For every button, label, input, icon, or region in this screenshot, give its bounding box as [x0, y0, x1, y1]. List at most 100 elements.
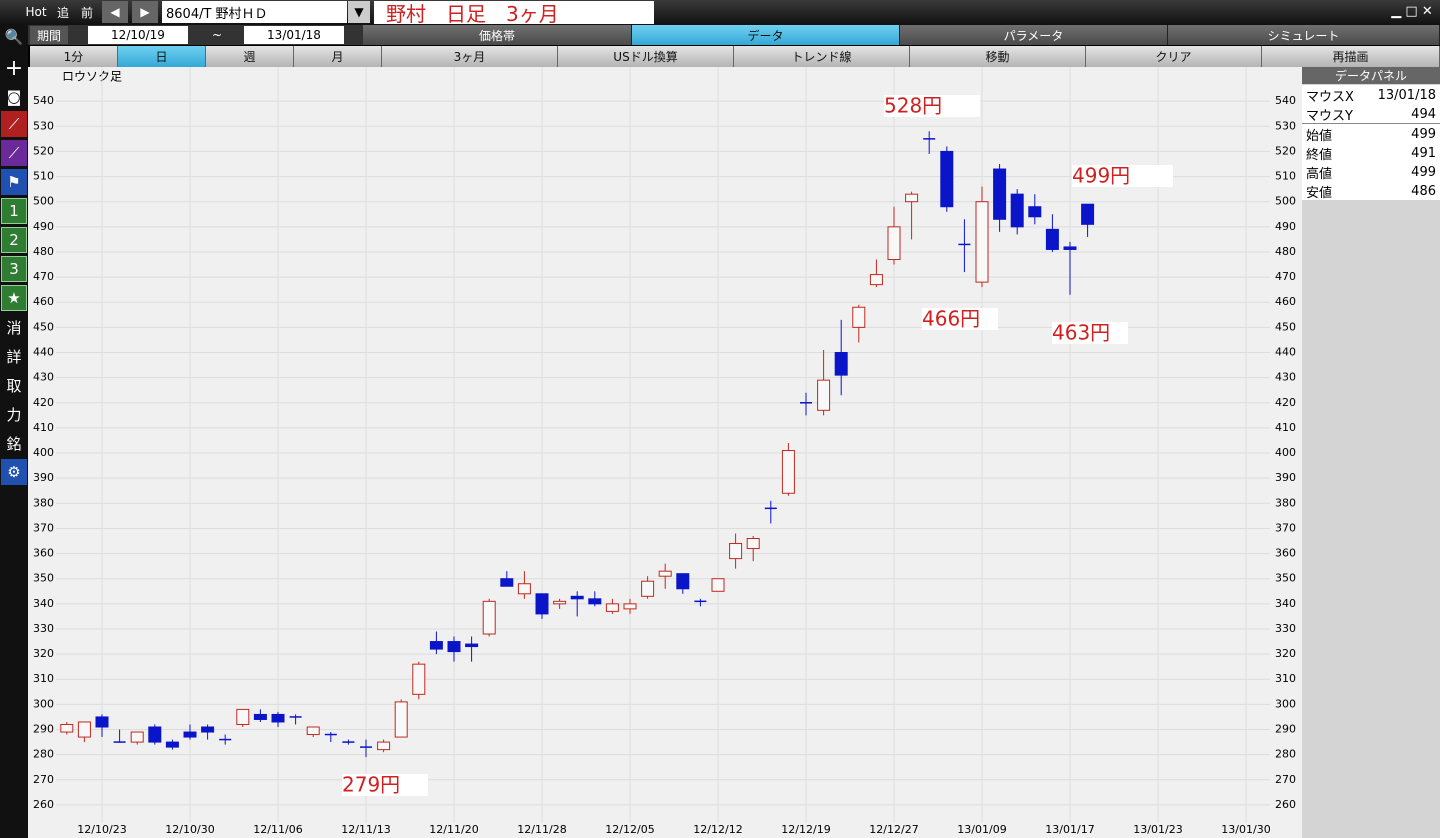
toolbar-button[interactable]: 週: [206, 46, 294, 67]
chart-title: 野村 日足 3ヶ月: [374, 1, 654, 26]
line-icon[interactable]: ⟋: [1, 111, 27, 137]
y-tick-label-right: 290: [1275, 723, 1296, 736]
candle-body: [1028, 206, 1042, 218]
y-tick-label-right: 380: [1275, 496, 1296, 509]
y-tick-label: 400: [33, 446, 54, 459]
side-button[interactable]: 取: [1, 372, 27, 398]
y-tick-label: 410: [33, 421, 54, 434]
candle-body: [658, 570, 672, 577]
y-tick-label-right: 340: [1275, 597, 1296, 610]
annotation-box: [1072, 165, 1173, 187]
line2-icon[interactable]: ⟋: [1, 140, 27, 166]
y-tick-label: 350: [33, 572, 54, 585]
y-tick-label: 430: [33, 371, 54, 384]
candle-body: [869, 274, 883, 286]
from-date[interactable]: 12/10/19: [88, 26, 188, 44]
toolbar-button[interactable]: 日: [118, 46, 206, 67]
candle-body: [465, 643, 479, 648]
gear-icon[interactable]: ⚙: [1, 459, 27, 485]
panel-label: 終値: [1306, 147, 1333, 163]
y-tick-label-right: 540: [1275, 94, 1296, 107]
y-tick-label-right: 490: [1275, 220, 1296, 233]
candle-body: [201, 726, 215, 733]
y-tick-label-right: 400: [1275, 446, 1296, 459]
panel-value: 494: [1411, 106, 1436, 122]
candle-body: [570, 595, 584, 600]
toolbar-button[interactable]: USドル換算: [558, 46, 734, 67]
side-button[interactable]: 銘: [1, 430, 27, 456]
fwd-arrow[interactable]: ▶: [132, 1, 158, 23]
candle-body: [852, 306, 866, 328]
x-tick-label: 12/12/19: [781, 823, 830, 836]
toolbar-button[interactable]: トレンド線: [734, 46, 910, 67]
y-tick-label-right: 260: [1275, 798, 1296, 811]
y-tick-label-right: 420: [1275, 396, 1296, 409]
annotation: 279円: [342, 773, 400, 797]
y-tick-label: 280: [33, 748, 54, 761]
crosshair-icon[interactable]: +: [1, 55, 27, 81]
toolbar-button[interactable]: 3ヶ月: [382, 46, 558, 67]
candle-body: [746, 537, 760, 550]
add-button[interactable]: 追: [56, 5, 69, 20]
toolbar-button[interactable]: 1分: [30, 46, 118, 67]
y-tick-label: 380: [33, 496, 54, 509]
x-tick-label: 12/12/05: [605, 823, 654, 836]
candle-body: [95, 716, 109, 728]
toolbar-button[interactable]: 再描画: [1262, 46, 1440, 67]
candle-body: [676, 573, 690, 590]
panel-value: 499: [1411, 164, 1436, 180]
camera-icon[interactable]: ◙: [1, 84, 27, 110]
y-tick-label: 320: [33, 647, 54, 660]
panel-value: 491: [1411, 145, 1436, 161]
back-arrow[interactable]: ◀: [102, 1, 128, 23]
y-tick-label-right: 360: [1275, 547, 1296, 560]
side-button[interactable]: 消: [1, 314, 27, 340]
toolbar-button[interactable]: クリア: [1086, 46, 1262, 67]
candle-body: [834, 352, 848, 376]
x-tick-label: 12/11/13: [341, 823, 390, 836]
side-button[interactable]: 詳: [1, 343, 27, 369]
search-icon[interactable]: 🔍: [1, 24, 27, 50]
tab[interactable]: パラメータ: [900, 25, 1168, 45]
annotation: 466円: [922, 307, 980, 331]
candle-body: [517, 583, 531, 595]
preset-3[interactable]: 3: [1, 256, 27, 282]
star-icon[interactable]: ★: [1, 285, 27, 311]
candle-body: [1010, 193, 1024, 228]
flag-icon[interactable]: ⚑: [1, 169, 27, 195]
y-tick-label-right: 270: [1275, 773, 1296, 786]
annotation: 528円: [884, 94, 942, 118]
candle-body: [183, 731, 197, 738]
candle-body: [781, 450, 795, 494]
y-tick-label: 310: [33, 672, 54, 685]
toolbar-button[interactable]: 移動: [910, 46, 1086, 67]
symbol-dropdown[interactable]: ▼: [348, 1, 370, 23]
candle-body: [535, 593, 549, 615]
x-tick-label: 13/01/30: [1221, 823, 1270, 836]
window-controls[interactable]: ▁ □ ✕: [1391, 3, 1433, 19]
x-tick-label: 13/01/09: [957, 823, 1006, 836]
y-tick-label: 440: [33, 346, 54, 359]
chart-label: ロウソク足: [62, 70, 122, 84]
x-tick-label: 12/10/23: [77, 823, 126, 836]
tab[interactable]: データ: [632, 25, 900, 45]
preset-1[interactable]: 1: [1, 198, 27, 224]
toolbar-button[interactable]: 月: [294, 46, 382, 67]
candle-body: [711, 578, 725, 592]
side-button[interactable]: 力: [1, 401, 27, 427]
data-panel-title: データパネル: [1302, 67, 1440, 84]
y-tick-label: 540: [33, 94, 54, 107]
symbol-input[interactable]: 8604/T 野村ＨＤ: [162, 1, 347, 23]
prev-button[interactable]: 前: [80, 5, 93, 20]
candle-body: [605, 603, 619, 612]
panel-label: 安値: [1306, 185, 1333, 201]
annotation-box: [884, 95, 980, 117]
to-date[interactable]: 13/01/18: [244, 26, 344, 44]
tab[interactable]: 価格帯: [363, 25, 632, 45]
y-tick-label-right: 390: [1275, 471, 1296, 484]
y-tick-label: 450: [33, 320, 54, 333]
tab[interactable]: シミュレート: [1168, 25, 1440, 45]
y-tick-label: 390: [33, 471, 54, 484]
preset-2[interactable]: 2: [1, 227, 27, 253]
hot-button[interactable]: Hot: [25, 5, 47, 19]
